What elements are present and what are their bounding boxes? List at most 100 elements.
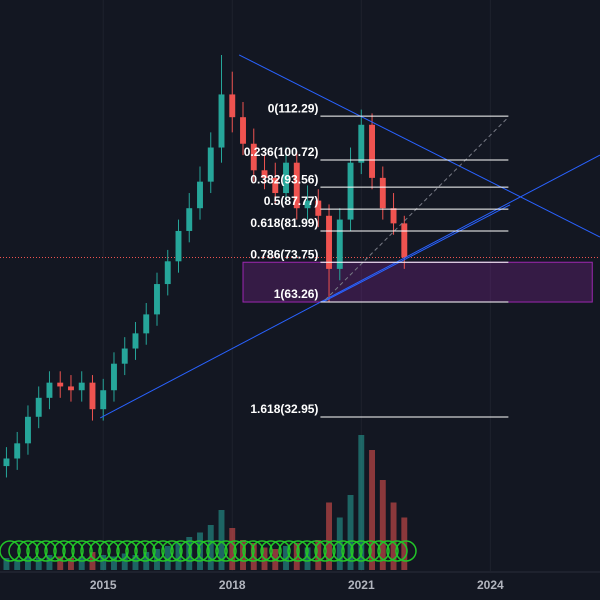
volume-bar [68, 558, 74, 570]
fib-label: 0(112.29) [268, 101, 319, 115]
signal-marker [260, 540, 282, 562]
candle-body [283, 162, 289, 194]
volume-bar [3, 558, 10, 570]
signal-marker [341, 540, 363, 562]
candle-body [401, 223, 408, 258]
candle-body [89, 382, 96, 410]
volume-bar [347, 495, 354, 570]
candle-body [218, 94, 225, 148]
signal-marker [395, 540, 417, 562]
candle-body [358, 124, 365, 163]
signal-marker [251, 540, 273, 562]
x-tick-label: 2018 [219, 578, 246, 592]
signal-marker [350, 540, 372, 562]
candle-body [154, 284, 160, 315]
trendline [322, 204, 511, 303]
signal-marker [107, 540, 129, 562]
x-tick-label: 2015 [90, 578, 117, 592]
fib-label: 0.618(81.99) [250, 216, 318, 230]
candle-body [164, 261, 171, 285]
volume-bar [46, 555, 53, 570]
candle-body [272, 177, 279, 194]
fib-label: 0.5(87.77) [264, 194, 319, 208]
signal-marker [314, 540, 336, 562]
candle-body [175, 230, 182, 262]
candle-body [35, 397, 42, 417]
candle-body [46, 382, 53, 398]
volume-bar [390, 502, 397, 570]
signal-marker [287, 540, 309, 562]
volume-bar [283, 546, 289, 570]
volume-bar [14, 559, 21, 570]
candle-body [197, 181, 203, 209]
signal-marker [179, 540, 201, 562]
signal-marker [242, 540, 264, 562]
volume-bar [57, 556, 64, 570]
fib-label: 1(63.26) [274, 287, 319, 301]
fib-label: 0.382(93.56) [250, 172, 318, 186]
signal-marker [116, 540, 138, 562]
volume-bar [379, 480, 386, 570]
candle-body [315, 200, 322, 216]
signal-marker [53, 540, 75, 562]
volume-bar [175, 543, 182, 570]
signal-marker [278, 540, 300, 562]
candle-body [57, 382, 64, 387]
signal-marker [386, 540, 408, 562]
candle-body [379, 177, 386, 209]
signal-marker [359, 540, 381, 562]
signal-marker [368, 540, 390, 562]
candle-body [100, 390, 107, 410]
signal-marker [323, 540, 345, 562]
candle-body [250, 143, 257, 171]
candle-body [369, 124, 375, 178]
signal-marker [26, 540, 48, 562]
volume-bar [111, 556, 117, 570]
volume-bar [229, 528, 236, 570]
volume-bar [315, 540, 322, 570]
signal-marker [332, 540, 354, 562]
x-tick-label: 2024 [477, 578, 504, 592]
candle-body [132, 333, 139, 349]
fib-label: 1.618(32.95) [250, 402, 318, 416]
volume-bar [100, 555, 107, 570]
signal-marker [197, 540, 219, 562]
candle-body [14, 443, 21, 459]
volume-bar [164, 546, 171, 570]
candle-body [229, 94, 236, 118]
candle-body [293, 162, 300, 209]
candle-body [68, 386, 74, 391]
candle-body [240, 117, 246, 144]
signal-marker [35, 540, 57, 562]
signal-marker [0, 540, 21, 562]
signal-marker [98, 540, 120, 562]
candle-body [78, 382, 85, 391]
volume-bar [78, 556, 85, 570]
volume-bar [326, 502, 332, 570]
signal-marker [215, 540, 237, 562]
fib-label: 0.236(100.72) [244, 145, 319, 159]
candle-body [143, 314, 150, 334]
volume-bar [35, 558, 42, 570]
signal-marker [377, 540, 399, 562]
candle-body [326, 215, 332, 269]
signal-marker [143, 540, 165, 562]
signal-marker [188, 540, 210, 562]
candle-body [3, 458, 10, 467]
signal-marker [89, 540, 111, 562]
signal-marker [206, 540, 228, 562]
candle-body [186, 208, 193, 231]
volume-bar [207, 525, 214, 570]
candle-body [347, 162, 354, 220]
candle-body [390, 208, 397, 224]
trendline [99, 154, 600, 419]
volume-bar [121, 553, 128, 570]
signal-marker [152, 540, 174, 562]
signal-marker [80, 540, 102, 562]
volume-bar [240, 540, 246, 570]
signal-marker [170, 540, 192, 562]
signal-marker [71, 540, 93, 562]
signal-marker [62, 540, 84, 562]
candle-body [336, 219, 343, 269]
